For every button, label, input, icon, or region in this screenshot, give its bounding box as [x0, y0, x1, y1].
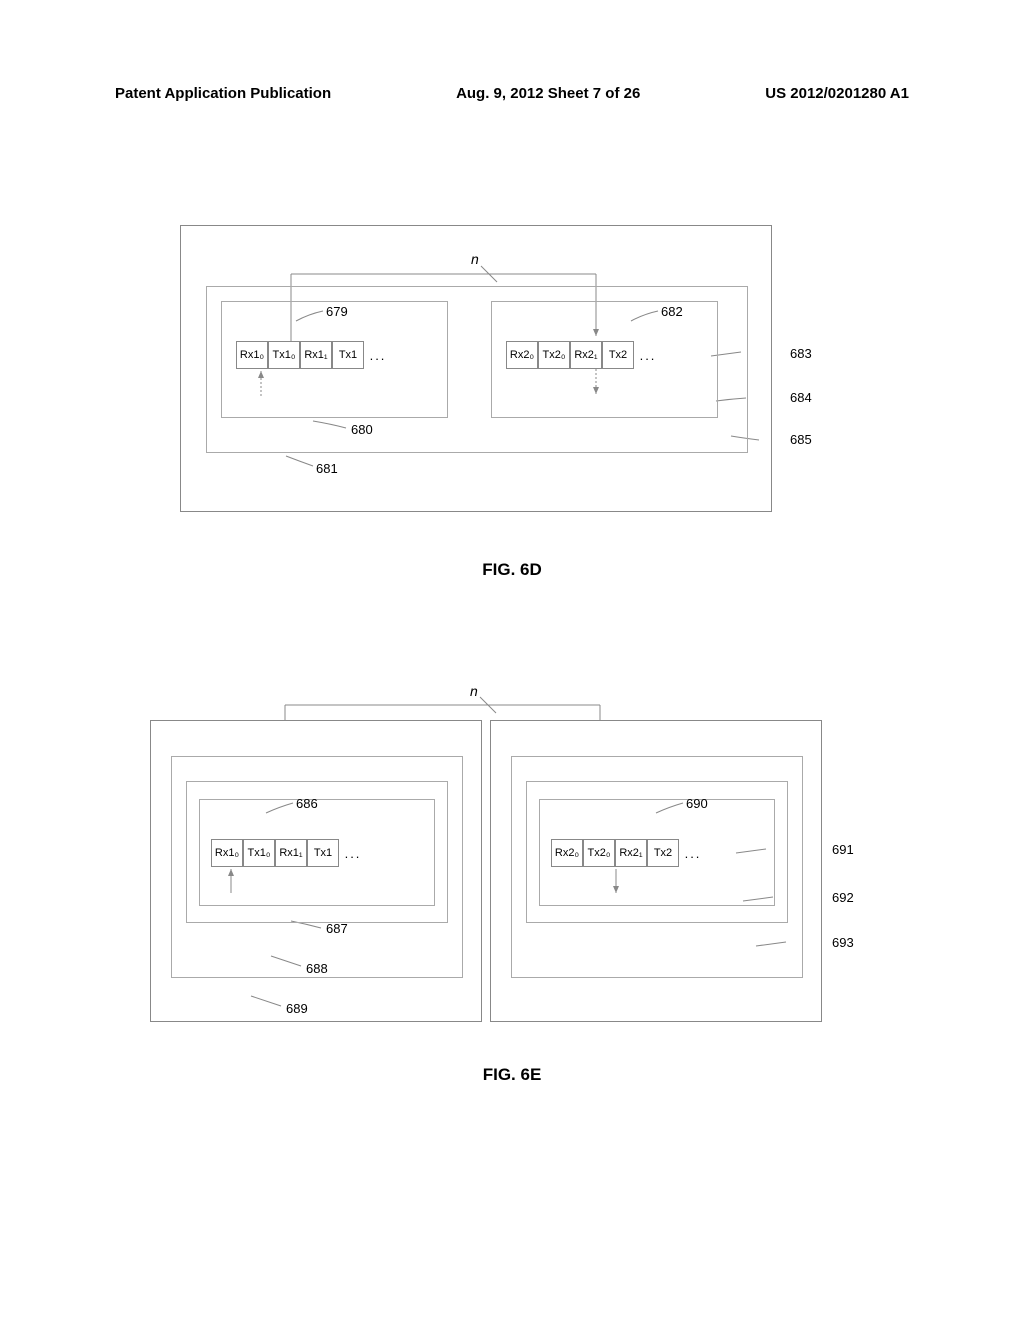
block-rx10-e: Rx1₀: [211, 839, 243, 867]
block-tx1: Tx1: [332, 341, 364, 369]
block-tx20: Tx2₀: [538, 341, 570, 369]
fig-6e-left-container: Rx1₀ Tx1₀ Rx1₁ Tx1 ... 686 687 688 689: [150, 720, 482, 1022]
n-label-6d: n: [471, 251, 479, 267]
fig6e-bracket-overlay: [0, 0, 1024, 1320]
block-tx10-e: Tx1₀: [243, 839, 275, 867]
block-tx20-e: Tx2₀: [583, 839, 615, 867]
fig6d-right-strip: Rx2₀ Tx2₀ Rx2₁ Tx2 ...: [506, 341, 662, 369]
ref-686: 686: [296, 796, 318, 811]
ref-688: 688: [306, 961, 328, 976]
ref-681: 681: [316, 461, 338, 476]
block-tx2-e: Tx2: [647, 839, 679, 867]
ref-679: 679: [326, 304, 348, 319]
ref-684: 684: [790, 390, 812, 405]
ref-690: 690: [686, 796, 708, 811]
ref-692: 692: [832, 890, 854, 905]
fig-6e-right-container: Rx2₀ Tx2₀ Rx2₁ Tx2 ... 690: [490, 720, 822, 1022]
fig6e-caption: FIG. 6E: [483, 1065, 542, 1085]
fig6d-caption: FIG. 6D: [482, 560, 542, 580]
block-dots-right-e: ...: [679, 839, 707, 867]
ref-685: 685: [790, 432, 812, 447]
block-dots-right: ...: [634, 341, 662, 369]
ref-691: 691: [832, 842, 854, 857]
ref-693: 693: [832, 935, 854, 950]
block-rx11: Rx1₁: [300, 341, 332, 369]
ref-682: 682: [661, 304, 683, 319]
block-tx2: Tx2: [602, 341, 634, 369]
header-left: Patent Application Publication: [115, 85, 331, 102]
block-rx21-e: Rx2₁: [615, 839, 647, 867]
ref-687: 687: [326, 921, 348, 936]
page-header: Patent Application Publication Aug. 9, 2…: [0, 85, 1024, 102]
fig-6d-container: n Rx1₀ Tx1₀ Rx1₁ Tx: [180, 225, 772, 512]
fig6e-right-strip: Rx2₀ Tx2₀ Rx2₁ Tx2 ...: [551, 839, 707, 867]
block-rx20-e: Rx2₀: [551, 839, 583, 867]
header-right: US 2012/0201280 A1: [765, 85, 909, 102]
ref-680: 680: [351, 422, 373, 437]
fig6d-left-strip: Rx1₀ Tx1₀ Rx1₁ Tx1 ...: [236, 341, 392, 369]
block-tx1-e: Tx1: [307, 839, 339, 867]
block-tx10: Tx1₀: [268, 341, 300, 369]
block-dots-left-e: ...: [339, 839, 367, 867]
block-rx10: Rx1₀: [236, 341, 268, 369]
n-label-6e: n: [470, 683, 478, 699]
header-center: Aug. 9, 2012 Sheet 7 of 26: [456, 85, 640, 102]
ref-683: 683: [790, 346, 812, 361]
block-rx21: Rx2₁: [570, 341, 602, 369]
block-dots-left: ...: [364, 341, 392, 369]
block-rx20: Rx2₀: [506, 341, 538, 369]
block-rx11-e: Rx1₁: [275, 839, 307, 867]
ref-689: 689: [286, 1001, 308, 1016]
fig6e-left-strip: Rx1₀ Tx1₀ Rx1₁ Tx1 ...: [211, 839, 367, 867]
